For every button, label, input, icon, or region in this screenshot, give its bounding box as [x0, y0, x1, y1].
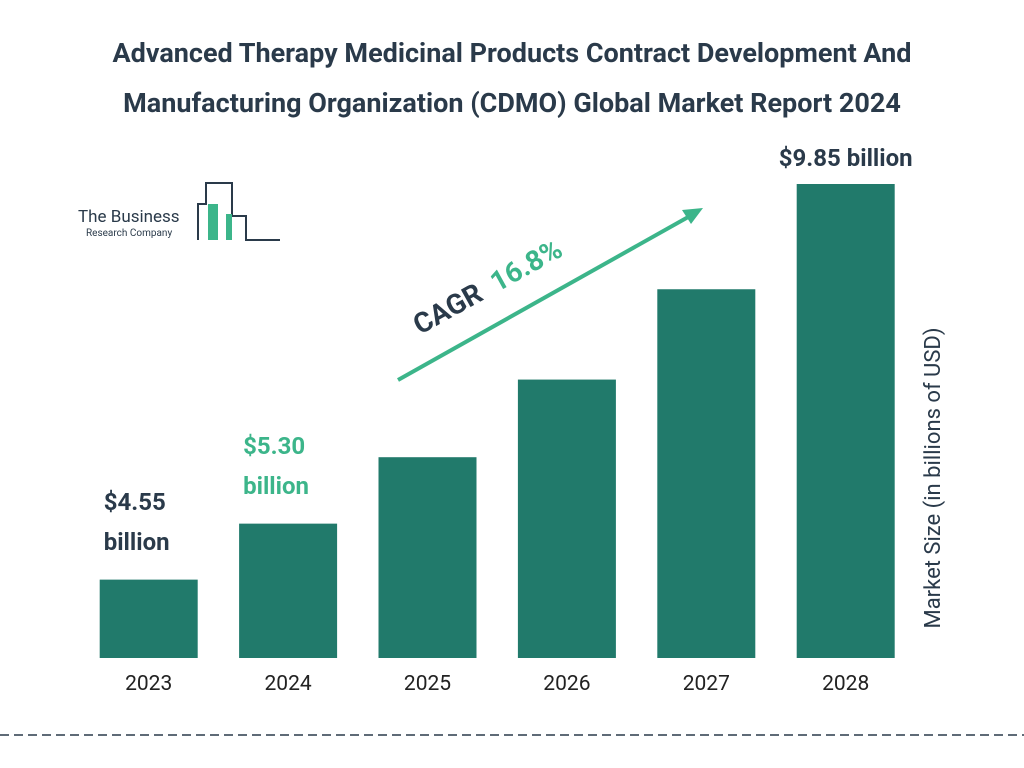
chart-title: Advanced Therapy Medicinal Products Cont…	[112, 37, 912, 119]
x-tick-label: 2023	[125, 672, 172, 696]
value-label: $5.30 billion	[243, 431, 309, 500]
x-tick-label: 2025	[404, 672, 451, 696]
y-axis-label: Market Size (in billions of USD)	[921, 328, 946, 629]
bar	[657, 289, 756, 658]
logo: The Business Research Company	[78, 182, 280, 241]
value-label: $9.85 billion	[778, 144, 913, 172]
x-tick-label: 2026	[543, 672, 590, 696]
cagr-arrow	[397, 214, 691, 382]
bar	[378, 457, 477, 658]
logo-text: The Business	[78, 207, 180, 227]
cagr: CAGR 16.8%	[407, 232, 567, 341]
x-tick-label: 2028	[822, 672, 869, 696]
bar	[99, 579, 198, 658]
arrow-head	[682, 208, 703, 224]
x-tick-label: 2027	[683, 672, 730, 696]
bar	[239, 523, 338, 658]
bar	[517, 379, 616, 658]
value-label: $4.55 billion	[103, 487, 170, 556]
cagr-value: 16.8%	[484, 232, 567, 298]
bar	[796, 184, 895, 658]
x-tick-label: 2024	[264, 672, 311, 696]
cagr-label: CAGR	[407, 276, 488, 341]
logo-subtext: Research Company	[86, 228, 172, 239]
